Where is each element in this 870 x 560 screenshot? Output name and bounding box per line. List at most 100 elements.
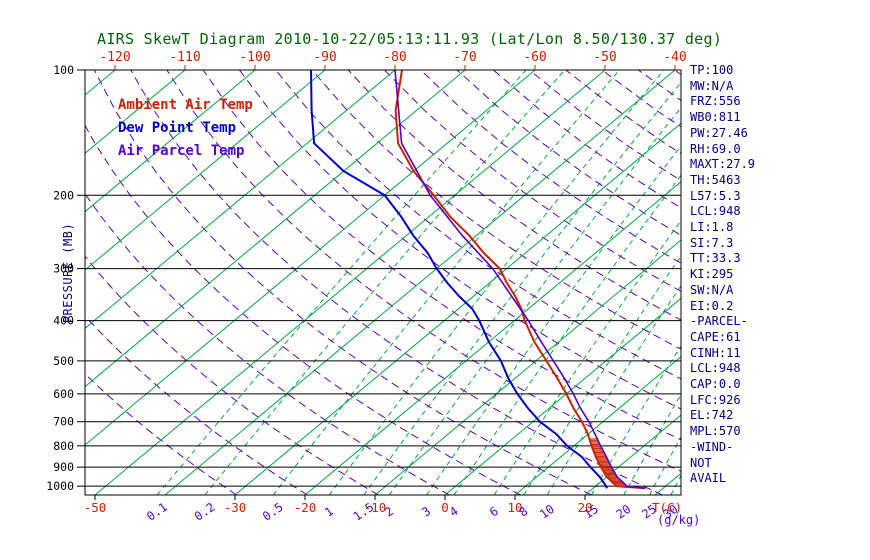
stats-panel: TP:100 MW:N/A FRZ:556 WB0:811 PW:27.46 RH:69.… bbox=[690, 63, 755, 487]
pressure-tick-label: 900 bbox=[53, 460, 74, 474]
stat-line: MPL:570 bbox=[690, 424, 741, 439]
isotherm-line bbox=[234, 122, 681, 495]
pressure-tick-label: 700 bbox=[53, 415, 74, 429]
pressure-tick-label: 300 bbox=[53, 262, 74, 276]
bottom-temp-label: -30 bbox=[224, 500, 247, 515]
pressure-tick-label: 200 bbox=[53, 188, 74, 202]
mixing-ratio-line bbox=[272, 70, 620, 495]
dry-adiabat-line bbox=[783, 70, 870, 495]
stat-line: L57:5.3 bbox=[690, 188, 741, 203]
top-temp-label: -110 bbox=[169, 50, 200, 65]
stat-line: LI:1.8 bbox=[690, 220, 734, 235]
stat-line: TP:100 bbox=[690, 63, 734, 77]
dry-adiabat-line bbox=[347, 70, 681, 321]
stat-line: EL:742 bbox=[690, 408, 734, 423]
mixing-ratio-line bbox=[590, 345, 681, 495]
mixing-ratio-label: 8 bbox=[516, 504, 530, 520]
mixing-ratio-line bbox=[204, 70, 566, 495]
top-temp-label: -70 bbox=[453, 50, 476, 65]
isotherm-line bbox=[85, 70, 536, 446]
bottom-temp-label: 0 bbox=[441, 500, 449, 515]
top-temp-label: -40 bbox=[663, 50, 686, 65]
isotherm-line bbox=[654, 472, 681, 495]
top-temp-label: -60 bbox=[523, 50, 546, 65]
dry-adiabat-line bbox=[93, 70, 592, 495]
curve-ambient bbox=[394, 69, 646, 490]
isotherm-line bbox=[85, 70, 256, 213]
mixing-ratio-label: 0.5 bbox=[260, 500, 286, 524]
stat-line: SW:N/A bbox=[690, 282, 734, 297]
mixing-ratio-label: 10 bbox=[537, 502, 557, 522]
stat-line: NOT bbox=[690, 455, 712, 470]
top-temp-label: -100 bbox=[239, 50, 270, 65]
dry-adiabat-line bbox=[820, 70, 870, 495]
isotherm-line bbox=[304, 181, 681, 495]
top-temp-label: -120 bbox=[99, 50, 130, 65]
legend-dewpoint: Dew Point Temp bbox=[118, 120, 237, 136]
stat-line: RH:69.0 bbox=[690, 141, 741, 156]
stat-line: AVAIL bbox=[690, 471, 727, 486]
isotherm-line bbox=[374, 239, 681, 495]
chart-title: AIRS SkewT Diagram 2010-10-22/05:13:11.9… bbox=[97, 30, 723, 48]
stat-line: -PARCEL- bbox=[690, 314, 748, 329]
mixing-ratio-line bbox=[156, 70, 527, 495]
mixing-ratio-label: 30 bbox=[661, 502, 681, 522]
dry-adiabat-line bbox=[456, 70, 681, 236]
stat-line: -WIND- bbox=[690, 439, 734, 454]
dry-adiabat-line bbox=[85, 192, 450, 495]
pressure-tick-label: 100 bbox=[53, 63, 74, 77]
dry-adiabat-line bbox=[239, 70, 681, 410]
dry-adiabat-line bbox=[166, 70, 681, 472]
stat-line: MAXT:27.9 bbox=[690, 157, 756, 172]
mixing-ratio-line bbox=[523, 255, 681, 495]
stat-line: CAP:0.0 bbox=[690, 377, 741, 392]
bottom-temp-label: -20 bbox=[294, 500, 317, 515]
isotherm-line bbox=[514, 356, 681, 495]
pressure-axis-label: PRESSURE (MB) bbox=[61, 222, 75, 324]
mixing-ratio-label: 0.1 bbox=[144, 500, 170, 524]
mixing-ratio-line bbox=[649, 436, 681, 495]
curve-dewpoint bbox=[310, 69, 608, 489]
legend: Ambient Air Temp Dew Point Temp Air Parcel… bbox=[118, 94, 253, 163]
top-temp-label: -90 bbox=[313, 50, 336, 65]
stat-line: PW:27.46 bbox=[690, 125, 748, 140]
stat-line: SI:7.3 bbox=[690, 235, 734, 250]
dry-adiabat-line bbox=[85, 315, 308, 495]
dry-adiabat-line bbox=[311, 70, 681, 350]
pressure-tick-label: 600 bbox=[53, 387, 74, 401]
mixing-ratio-label: 1 bbox=[322, 504, 336, 520]
top-temp-label: -80 bbox=[383, 50, 406, 65]
stat-line: EI:0.2 bbox=[690, 298, 734, 313]
bottom-temp-label: 20 bbox=[577, 500, 592, 515]
top-temp-label: -50 bbox=[593, 50, 616, 65]
dry-adiabat-line bbox=[747, 70, 870, 495]
stat-line: CINH:11 bbox=[690, 345, 741, 360]
mixing-ratio-label: 3 bbox=[419, 504, 433, 520]
stat-line: KI:295 bbox=[690, 267, 734, 282]
isotherm-line bbox=[85, 70, 396, 329]
pressure-tick-label: 800 bbox=[53, 439, 74, 453]
mixing-ratio-label: 15 bbox=[581, 502, 601, 522]
bottom-temp-label: -50 bbox=[84, 500, 107, 515]
bottom-temp-label: -10 bbox=[364, 500, 387, 515]
temp-unit-label: T(C) bbox=[652, 500, 682, 515]
isotherm-line bbox=[0, 70, 45, 495]
isotherm-line bbox=[85, 70, 326, 271]
isotherm-line bbox=[85, 70, 466, 388]
mixing-ratio-line bbox=[328, 70, 665, 495]
dry-adiabat-line bbox=[856, 70, 870, 495]
mixing-ratio-label: 25 bbox=[639, 502, 659, 522]
legend-parcel: Air Parcel Temp bbox=[118, 143, 245, 159]
mixing-ratio-label: 6 bbox=[487, 504, 501, 520]
pressure-tick-label: 1000 bbox=[46, 479, 74, 493]
mixing-ratio-label: 0.2 bbox=[192, 500, 218, 524]
stat-line: WB0:811 bbox=[690, 110, 741, 125]
stat-line: LCL:948 bbox=[690, 361, 741, 376]
dry-adiabat-line bbox=[492, 70, 681, 209]
mixing-ratio-label: 4 bbox=[447, 504, 461, 520]
dry-adiabat-line bbox=[85, 124, 521, 495]
bottom-temp-label: 10 bbox=[507, 500, 522, 515]
dry-adiabat-line bbox=[420, 70, 681, 264]
